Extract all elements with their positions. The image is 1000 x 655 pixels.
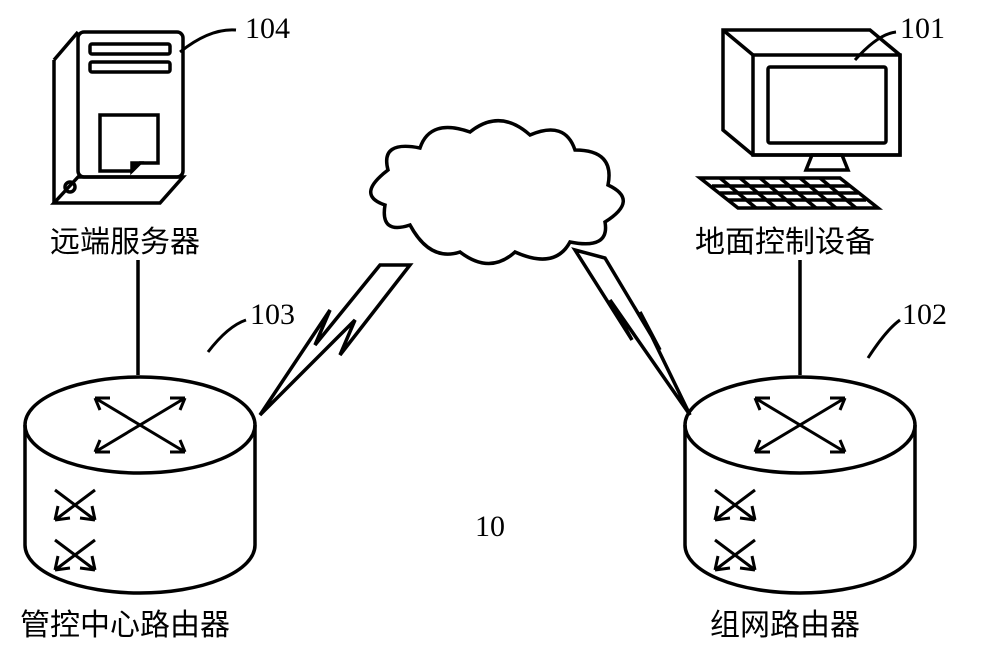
bolt-right bbox=[575, 250, 690, 415]
bolt-left bbox=[260, 265, 410, 415]
router-left-icon bbox=[25, 377, 255, 593]
label-router-right: 组网路由器 bbox=[710, 600, 860, 644]
diagram-svg bbox=[0, 0, 1000, 655]
label-cloud: 互联网 bbox=[458, 178, 548, 222]
ref-103: 103 bbox=[250, 298, 295, 332]
diagram-canvas: 104 远端服务器 101 地面控制设备 103 管控中心路由器 102 组网路… bbox=[0, 0, 1000, 655]
router-right-icon bbox=[685, 377, 915, 593]
ref-104: 104 bbox=[245, 12, 290, 46]
edges bbox=[138, 260, 800, 375]
server-icon bbox=[54, 32, 183, 203]
label-terminal: 地面控制设备 bbox=[695, 217, 875, 261]
terminal-icon bbox=[700, 30, 900, 208]
ref-102: 102 bbox=[902, 298, 947, 332]
label-router-left: 管控中心路由器 bbox=[20, 600, 230, 644]
label-server: 远端服务器 bbox=[50, 217, 200, 261]
ref-10: 10 bbox=[475, 510, 505, 544]
ref-101: 101 bbox=[900, 12, 945, 46]
